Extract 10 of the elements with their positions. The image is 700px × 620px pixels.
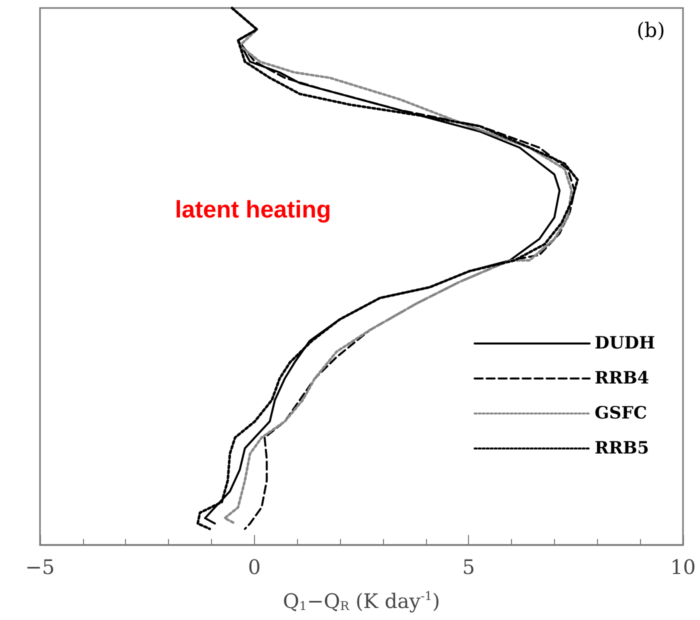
- annotation: (b): [636, 18, 666, 42]
- text: RRB5: [594, 438, 650, 458]
- x-tick-label: 10: [670, 555, 696, 579]
- x-tick-label: −5: [25, 555, 55, 579]
- text: RRB4: [594, 368, 650, 388]
- text: GSFC: [594, 404, 648, 424]
- text: DUDH: [594, 334, 656, 354]
- x-tick-label: 5: [462, 555, 476, 579]
- annotation: latent heating: [175, 196, 332, 224]
- x-tick-label: 0: [248, 555, 261, 579]
